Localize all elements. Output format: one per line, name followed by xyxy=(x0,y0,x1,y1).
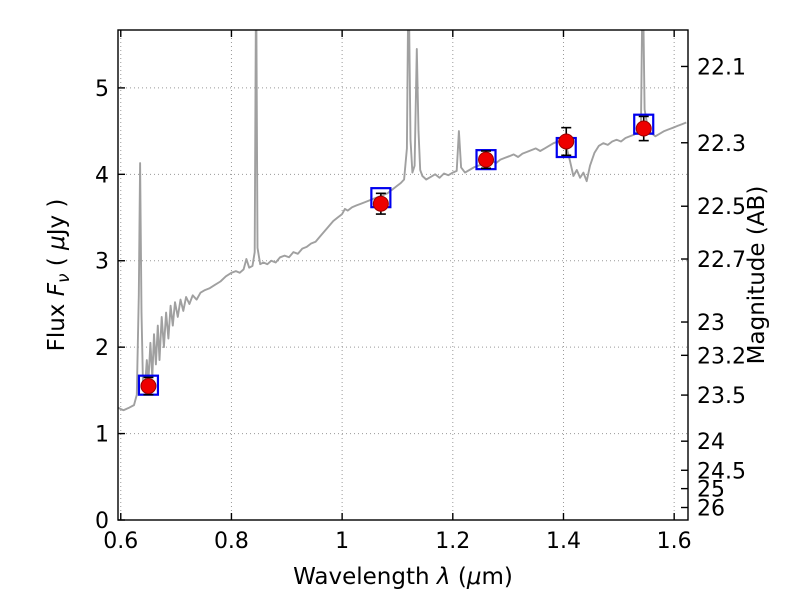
left-axis-label: Flux Fν ( μJy ) xyxy=(44,199,74,352)
right-tick-label: 23.5 xyxy=(697,384,746,409)
model-spectrum-path xyxy=(118,30,687,412)
plot-frame xyxy=(117,29,689,521)
observed-photometry-marker xyxy=(558,133,575,150)
x-tick-label: 1 xyxy=(335,529,349,554)
right-tick-label: 22.5 xyxy=(697,195,746,220)
left-tick-label: 2 xyxy=(95,336,109,361)
left-tick-label: 3 xyxy=(95,250,109,275)
right-tick-label: 26 xyxy=(697,497,725,522)
right-axis-label: Magnitude (AB) xyxy=(744,186,770,365)
observed-photometry-marker xyxy=(372,195,389,212)
left-tick-label: 4 xyxy=(95,163,109,188)
spectrum-line xyxy=(118,30,687,412)
model-photometry-marker xyxy=(475,149,497,171)
right-tick-label: 24.5 xyxy=(697,459,746,484)
axis-ticks xyxy=(118,30,688,521)
x-tick-label: 0.8 xyxy=(214,529,249,554)
left-tick-label: 5 xyxy=(95,77,109,102)
right-tick-label: 24 xyxy=(697,430,725,455)
x-tick-labels: 0.6 0.8 1 1.2 1.4 1.6 xyxy=(103,529,691,554)
right-tick-label: 22.7 xyxy=(697,248,746,273)
x-tick-label: 1.4 xyxy=(546,529,581,554)
right-tick-label: 23.2 xyxy=(697,344,746,369)
x-axis-label: Wavelength λ (μm) xyxy=(293,564,513,590)
left-tick-labels: 0 1 2 3 4 5 xyxy=(95,77,109,534)
observed-photometry-marker xyxy=(635,120,652,137)
right-tick-label: 22.1 xyxy=(697,55,746,80)
model-photometry-squares xyxy=(137,113,655,396)
right-tick-label: 23 xyxy=(697,311,725,336)
left-tick-label: 1 xyxy=(95,423,109,448)
observed-photometry-marker xyxy=(140,378,157,395)
grid xyxy=(118,30,688,520)
x-tick-label: 0.6 xyxy=(103,529,138,554)
right-tick-label: 25 xyxy=(697,478,725,503)
x-tick-label: 1.2 xyxy=(435,529,470,554)
left-tick-label: 0 xyxy=(95,509,109,534)
right-tick-label: 22.3 xyxy=(697,132,746,157)
observed-photometry-marker xyxy=(478,151,495,168)
x-tick-label: 1.6 xyxy=(657,529,692,554)
observed-photometry-points xyxy=(140,120,652,395)
error-bars xyxy=(143,115,649,396)
